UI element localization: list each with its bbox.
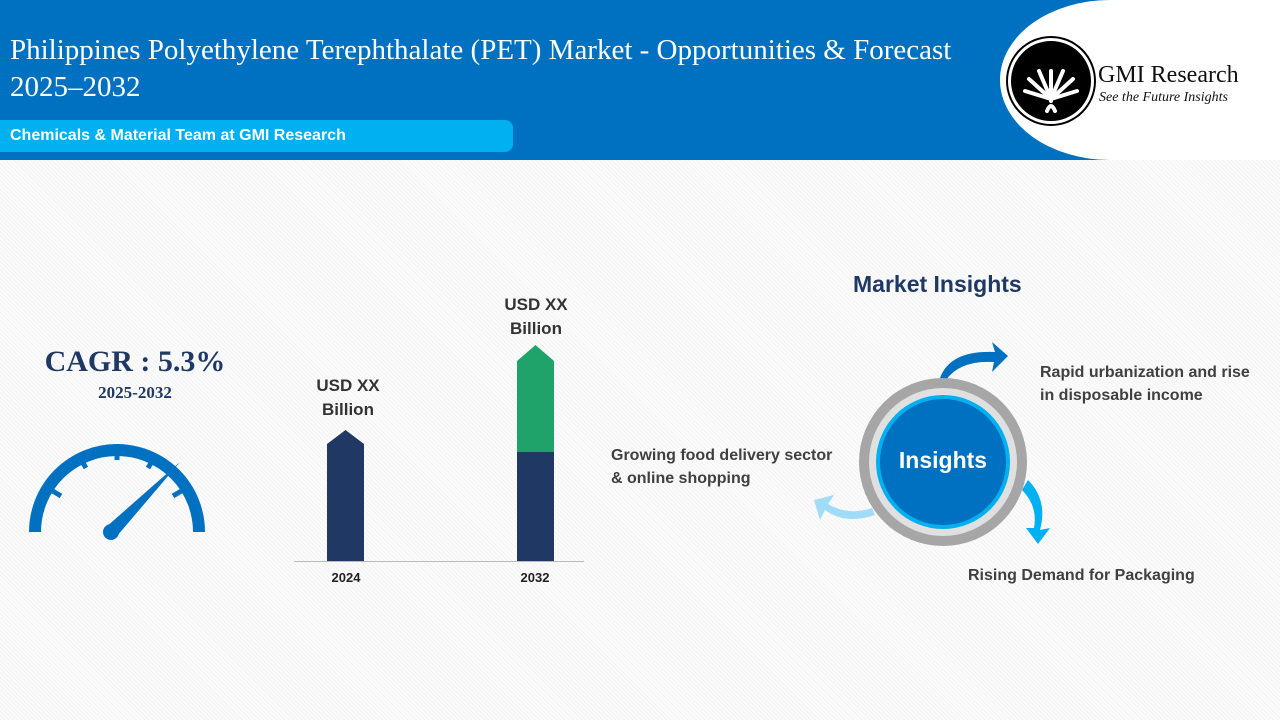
tick-2032: 2032 (520, 570, 550, 585)
insight-item: Rising Demand for Packaging (968, 567, 1195, 584)
gmi-logo-icon (1008, 38, 1094, 124)
logo-tagline: See the Future Insights (1099, 90, 1228, 105)
insight-item: Rapid urbanization and rise in disposabl… (1040, 364, 1250, 404)
insights-title: Market Insights (853, 271, 1022, 297)
x-axis (294, 561, 584, 562)
bar-label-2024: USD XX Billion (316, 376, 380, 419)
tick-2024: 2024 (331, 570, 361, 585)
logo-name: GMI Research (1098, 62, 1239, 88)
speedometer-icon (29, 444, 205, 540)
bar-label-2032: USD XX Billion (504, 295, 568, 338)
insight-item: Growing food delivery sector & online sh… (611, 447, 833, 487)
cagr-label: CAGR : 5.3% (44, 345, 226, 378)
cagr-period: 2025-2032 (98, 383, 172, 402)
insights-center-label: Insights (898, 447, 988, 473)
insights-arrows-icon (814, 342, 1050, 546)
bar-2024 (327, 430, 364, 562)
team-banner: Chemicals & Material Team at GMI Researc… (0, 120, 513, 152)
bar-2032-base (517, 452, 554, 562)
page-title: Philippines Polyethylene Terephthalate (… (10, 34, 952, 103)
bar-2032-growth (517, 345, 554, 452)
